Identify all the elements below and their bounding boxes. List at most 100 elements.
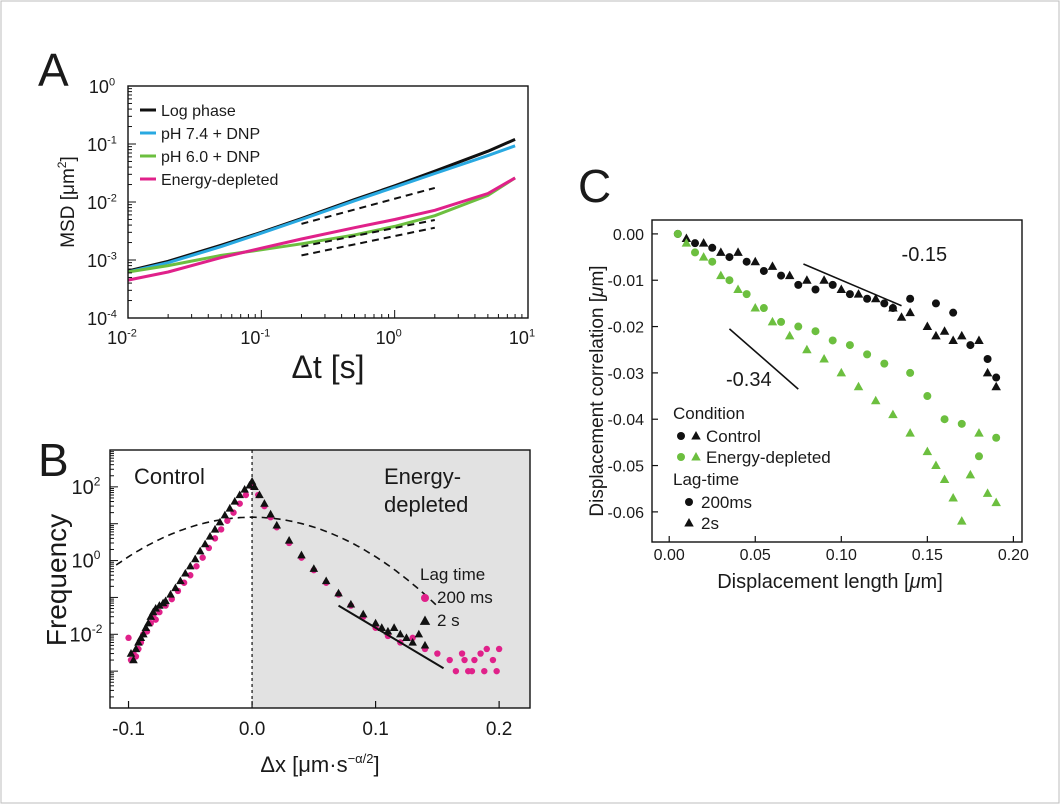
panel-c-point-3: [784, 330, 795, 340]
panel-c-point-2: [673, 229, 682, 238]
panel-b-point-0: [242, 491, 250, 499]
panel-c-x-tick-label-1: 0.05: [740, 547, 771, 564]
panel-a-legend-label-0: Log phase: [161, 103, 236, 120]
panel-c-point-3: [948, 492, 958, 502]
panel-c-point-0: [880, 299, 889, 308]
panel-c-point-1: [922, 321, 933, 331]
panel-a-legend-label-2: pH 6.0 + DNP: [161, 149, 260, 166]
panel-b-point-1: [190, 554, 200, 563]
panel-b-point-0: [187, 572, 194, 579]
panel-b-y-tick-label-1-base: 10: [72, 551, 94, 573]
panel-c-point-2: [974, 452, 983, 461]
panel-c-point-2: [957, 419, 966, 428]
panel-a-x-tick-label-1-exp: -1: [260, 327, 270, 339]
panel-c-point-1: [991, 381, 1001, 391]
panel-b-point-1: [146, 612, 156, 620]
panel-b-legend-label-0: 200 ms: [437, 588, 493, 607]
panel-b-y-tick-label-1-exp: 0: [94, 548, 101, 562]
panel-b-point-0: [493, 667, 500, 675]
panel-b-point-1: [235, 490, 244, 499]
panel-b-point-1: [215, 517, 225, 526]
panel-a-series-line-3: [127, 176, 516, 282]
panel-c-ylabel: Displacement correlation [μm]: [587, 265, 608, 516]
panel-b-point-0: [236, 500, 243, 507]
panel-c-point-3: [991, 497, 1001, 507]
panel-b-point-1: [402, 633, 411, 642]
panel-c-legend-lag-label-1: 2s: [701, 514, 719, 533]
panel-b-region-label-energy-1: Energy-: [384, 464, 461, 489]
panel-a-y-tick-label-2-exp: -2: [107, 192, 117, 204]
panel-a-x-tick-label-3: 101: [509, 327, 535, 348]
panel-b-point-0: [452, 667, 460, 675]
panel-b-point-1: [134, 637, 143, 646]
panel-c-point-2: [906, 368, 915, 377]
panel-c-point-3: [767, 316, 778, 326]
panel-c-point-0: [691, 239, 700, 248]
panel-b-point-0: [458, 650, 466, 657]
panel-a-y-tick-label-3-base: 10: [87, 135, 107, 155]
panel-c-slope-line-0: [803, 263, 902, 307]
panel-c-y-tick-label-5: -0.05: [608, 459, 645, 476]
panel-b-point-1: [414, 629, 424, 638]
panel-a-y-tick-label-4-base: 10: [89, 77, 109, 97]
panel-b-point-1: [255, 490, 264, 499]
panel-c-point-2: [794, 322, 803, 331]
panel-b-point-1: [230, 497, 240, 505]
panel-a-y-tick-label-1: 10-3: [87, 250, 117, 271]
panel-b-point-1: [260, 499, 269, 507]
panel-c-legend-condition-circle-0: [677, 432, 685, 440]
panel-c-point-3: [698, 252, 709, 261]
panel-c-point-3: [905, 428, 915, 437]
panel-a-y-tick-label-2: 10-2: [87, 192, 117, 213]
panel-c-point-1: [836, 284, 847, 293]
panel-c-slope-label-0: -0.15: [902, 244, 948, 266]
panel-b-point-1: [250, 482, 259, 491]
panel-a-legend-label-1: pH 7.4 + DNP: [161, 126, 260, 143]
panel-b-point-0: [125, 634, 132, 642]
panel-b-point-1: [171, 583, 180, 592]
panel-b-legend: Lag time 200 ms 2 s: [419, 565, 493, 630]
panel-c-y-tick-label-0: 0.00: [613, 227, 644, 244]
panel-c-point-0: [931, 299, 940, 308]
panel-b-point-0: [199, 554, 206, 561]
panel-a-x-tick-label-3-base: 10: [509, 328, 529, 348]
panel-c-point-1: [750, 256, 761, 266]
panel-a-series-line-1: [127, 144, 516, 274]
panel-b-point-1: [166, 590, 175, 598]
panel-b-point-1: [321, 576, 331, 585]
panel-b-point-1: [358, 609, 368, 618]
panel-b-y-tick-label-2-base: 10: [72, 477, 94, 499]
panel-b-point-1: [131, 644, 141, 653]
panel-c-point-0: [794, 280, 803, 289]
panel-a-legend-label-3: Energy-depleted: [161, 172, 278, 189]
panel-a-x-tick-label-2-base: 10: [376, 328, 396, 348]
panel-a-xlabel: Δt [s]: [292, 349, 365, 385]
panel-a-ylabel-sup: 2: [55, 161, 69, 168]
panel-b-point-1: [195, 546, 205, 555]
panel-c-xlabel-unit: μ: [909, 571, 921, 593]
panel-c-ylabel-main: Displacement correlation [: [587, 296, 608, 516]
panel-c-point-3: [922, 446, 933, 456]
panel-b-ylabel: Frequency: [41, 514, 72, 646]
panel-b-point-1: [420, 640, 430, 649]
panel-c-point-3: [888, 409, 898, 419]
panel-c-point-2: [691, 248, 700, 257]
panel-c-legend-lag-marker-0: [685, 498, 693, 506]
panel-c-x-tick-label-3: 0.15: [912, 547, 943, 564]
panel-b-region-label-energy-2: depleted: [384, 492, 468, 517]
panel-c-point-3: [931, 460, 941, 470]
panel-c-point-1: [905, 307, 915, 317]
panel-c-point-2: [811, 327, 820, 336]
panel-letter-b: B: [38, 434, 69, 486]
panel-b-point-0: [211, 535, 219, 542]
panel-c-point-2: [992, 433, 1001, 442]
panel-b-point-1: [408, 637, 417, 646]
panel-c-point-3: [750, 303, 761, 312]
panel-c-point-3: [965, 469, 976, 479]
panel-c-point-1: [896, 312, 907, 321]
panel-c-point-3: [733, 284, 743, 293]
panel-b-point-1: [155, 601, 164, 609]
panel-c-point-0: [777, 271, 786, 280]
panel-b-exponential-fit: [338, 604, 445, 670]
